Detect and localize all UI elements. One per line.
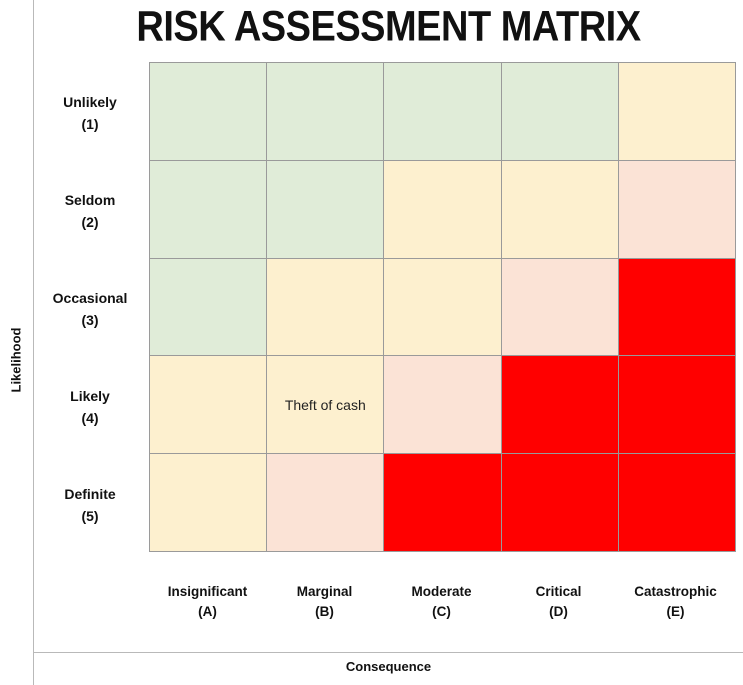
y-axis-title-text: Likelihood [8,327,24,393]
row-label-definite: Definite (5) [40,483,140,527]
col-label-catastrophic: Catastrophic (E) [617,582,734,622]
matrix-cell-r4-ce [618,356,736,455]
matrix-cell-r5-cc [384,454,502,552]
matrix-cell-r3-ca [150,258,268,357]
x-axis-title: Consequence [345,659,432,674]
matrix-cell-r2-cb [267,160,385,259]
matrix-cell-r5-cb [267,454,385,552]
matrix-cell-r4-cb: Theft of cash [267,356,385,455]
matrix-title: RISK ASSESSMENT MATRIX [136,3,641,51]
row-label-name: Likely [70,388,110,404]
matrix-cell-r2-cd [501,160,619,259]
col-label-name: Critical [535,584,582,599]
col-label-code: (B) [315,604,334,619]
col-label-code: (C) [432,604,451,619]
row-label-name: Definite [64,486,116,502]
col-label-name: Insignificant [167,584,248,599]
matrix-cell-r3-cd [501,258,619,357]
col-label-name: Moderate [411,584,472,599]
row-label-code: (2) [81,214,99,230]
row-label-occasional: Occasional (3) [40,287,140,331]
matrix-cell-r5-ce [618,454,736,552]
matrix-cell-r5-ca [150,454,268,552]
matrix-cell-r2-cc [384,160,502,259]
matrix-cell-r2-ce [618,160,736,259]
matrix-cell-r1-cb [267,63,385,161]
left-frame-line [33,0,34,685]
matrix-cell-r3-cc [384,258,502,357]
col-label-code: (D) [549,604,568,619]
row-label-name: Unlikely [63,94,117,110]
row-label-name: Seldom [64,192,116,208]
matrix-cell-r2-ca [150,160,268,259]
row-label-name: Occasional [52,290,128,306]
row-label-code: (3) [81,312,99,328]
row-label-code: (4) [81,410,99,426]
col-label-code: (A) [198,604,217,619]
row-label-likely: Likely (4) [40,385,140,429]
matrix-cell-r4-cc [384,356,502,455]
col-label-name: Marginal [296,584,353,599]
matrix-cell-r4-ca [150,356,268,455]
col-label-name: Catastrophic [634,584,717,599]
bottom-frame-line [33,652,743,653]
matrix-cell-r3-ce [618,258,736,357]
matrix-cell-r1-ca [150,63,268,161]
matrix-cell-r5-cd [501,454,619,552]
row-label-seldom: Seldom (2) [40,189,140,233]
col-label-marginal: Marginal (B) [266,582,383,622]
risk-matrix-grid: Theft of cash [149,62,736,552]
col-label-code: (E) [666,604,685,619]
matrix-cell-r1-ce [618,63,736,161]
matrix-cell-r1-cc [384,63,502,161]
row-label-code: (5) [81,508,99,524]
matrix-cell-r3-cb [267,258,385,357]
row-label-unlikely: Unlikely (1) [40,91,140,135]
col-label-insignificant: Insignificant (A) [149,582,266,622]
col-label-critical: Critical (D) [500,582,617,622]
matrix-cell-r1-cd [501,63,619,161]
col-label-moderate: Moderate (C) [383,582,500,622]
row-label-code: (1) [81,116,99,132]
matrix-cell-r4-cd [501,356,619,455]
